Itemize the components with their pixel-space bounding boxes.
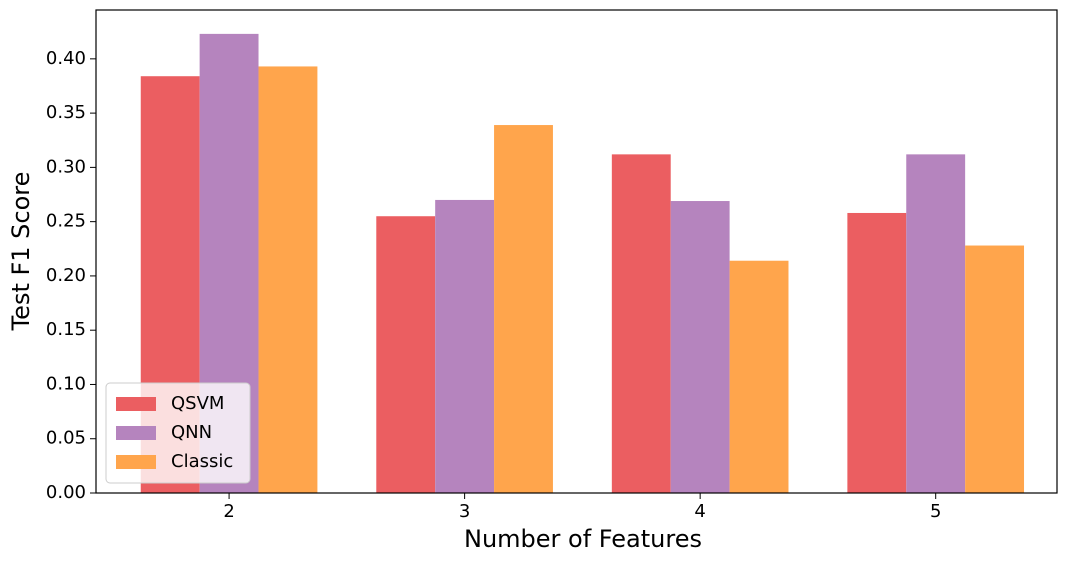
x-tick-label: 5 — [930, 501, 941, 522]
legend-swatch — [116, 455, 156, 469]
y-tick-label: 0.20 — [46, 265, 86, 286]
bar — [729, 260, 789, 493]
legend-swatch — [116, 426, 156, 440]
legend: QSVM QNN Classic — [105, 382, 251, 484]
y-tick-label: 0.10 — [46, 373, 86, 394]
x-tick-label: 3 — [459, 501, 470, 522]
y-tick-label: 0.30 — [46, 156, 86, 177]
y-tick-label: 0.05 — [46, 428, 86, 449]
legend-swatch — [116, 397, 156, 411]
bar — [376, 216, 436, 493]
x-axis-label: Number of Features — [464, 525, 702, 553]
x-tick-label: 2 — [223, 501, 234, 522]
y-tick-label: 0.35 — [46, 102, 86, 123]
legend-label: Classic — [171, 451, 233, 472]
legend-label: QNN — [171, 422, 212, 443]
y-axis-label: Test F1 Score — [7, 172, 35, 332]
bar — [847, 212, 907, 493]
y-tick-label: 0.40 — [46, 48, 86, 69]
x-tick-label: 4 — [694, 501, 705, 522]
bar — [611, 154, 671, 493]
y-tick-label: 0.25 — [46, 211, 86, 232]
bar — [258, 66, 318, 493]
y-tick-label: 0.00 — [46, 482, 86, 503]
y-tick-label: 0.15 — [46, 319, 86, 340]
bar — [670, 201, 730, 493]
plot-frame — [95, 9, 1058, 494]
bar — [435, 199, 495, 493]
bar — [965, 245, 1025, 493]
bar — [906, 154, 966, 493]
bar — [494, 125, 553, 493]
legend-label: QSVM — [171, 393, 224, 414]
